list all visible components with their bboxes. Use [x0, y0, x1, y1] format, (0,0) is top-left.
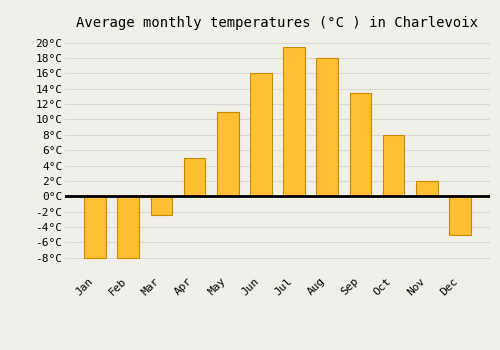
Bar — [217, 112, 238, 196]
Bar — [150, 196, 172, 215]
Bar — [350, 93, 371, 196]
Bar — [449, 196, 470, 234]
Bar — [416, 181, 438, 196]
Title: Average monthly temperatures (°C ) in Charlevoix: Average monthly temperatures (°C ) in Ch… — [76, 16, 478, 30]
Bar — [184, 158, 206, 196]
Bar — [250, 74, 272, 196]
Bar — [316, 58, 338, 196]
Bar — [284, 47, 305, 196]
Bar — [383, 135, 404, 196]
Bar — [118, 196, 139, 258]
Bar — [84, 196, 106, 258]
